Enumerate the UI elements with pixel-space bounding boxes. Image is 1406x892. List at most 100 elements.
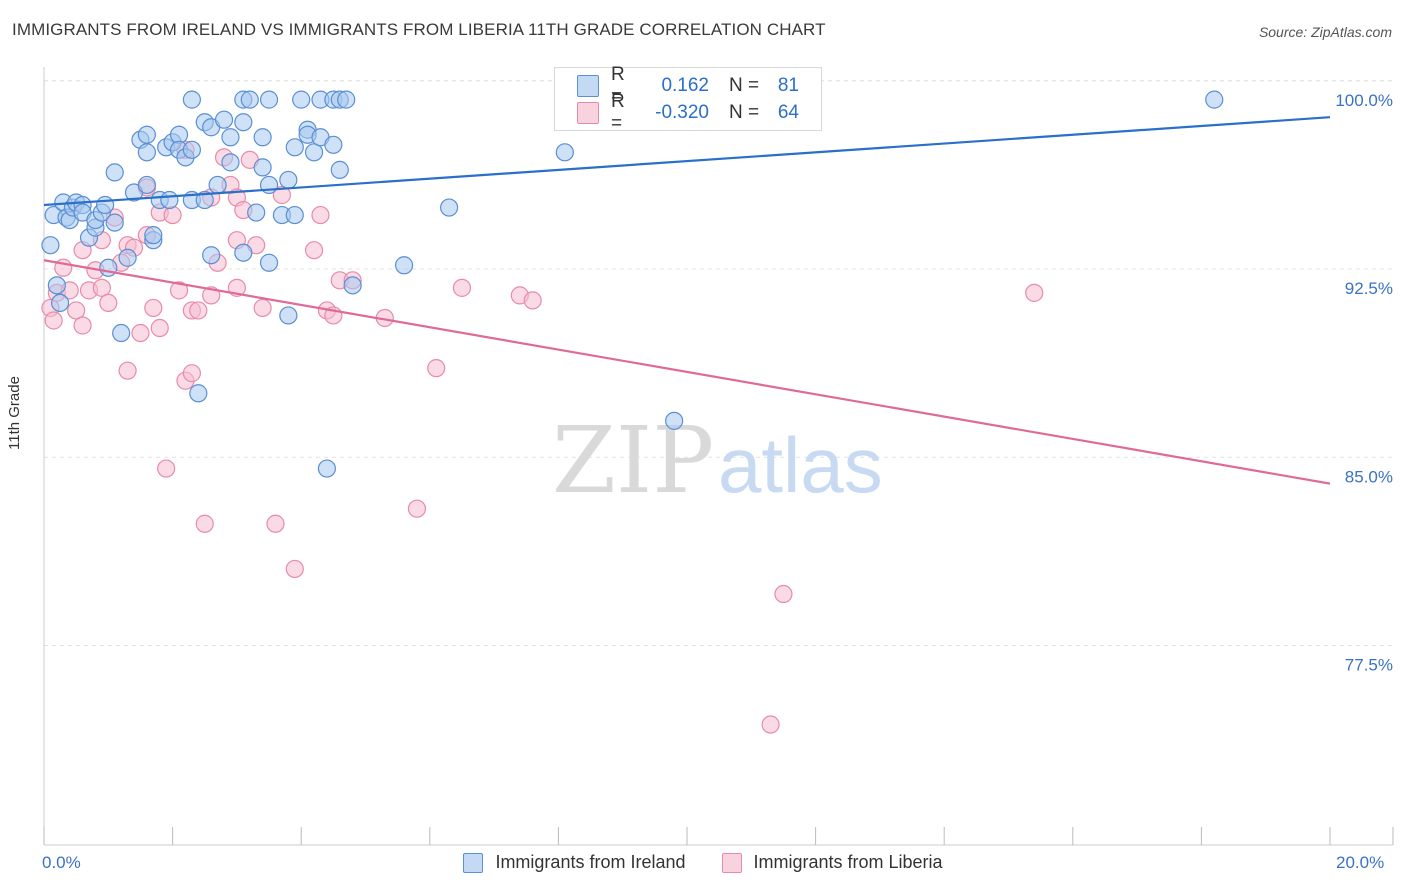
ireland-point [144, 226, 163, 245]
liberia-point [266, 514, 285, 533]
ireland-point [665, 411, 684, 430]
ireland-point [234, 243, 253, 262]
ireland-point [182, 140, 201, 159]
liberia-point [407, 499, 427, 518]
ireland-point [259, 253, 279, 272]
ireland-point [189, 384, 208, 403]
ireland-point [317, 459, 337, 478]
ireland-point [137, 125, 156, 144]
ireland-trend-line [43, 116, 1331, 207]
ireland-point [208, 175, 227, 195]
r-value: 0.162 [661, 75, 709, 96]
legend-label-ireland: Immigrants from Ireland [495, 852, 686, 872]
ireland-point [1205, 90, 1224, 109]
liberia-point [761, 715, 780, 734]
liberia-point [523, 291, 542, 310]
n-label: N = [729, 102, 760, 123]
source-label: Source: ZipAtlas.com [1258, 24, 1392, 40]
liberia-point [452, 278, 472, 297]
liberia-point [304, 241, 324, 260]
liberia-points [41, 90, 1044, 734]
watermark-atlas: atlas [718, 421, 883, 509]
stats-legend: R = 0.162 N = 81 R = -0.320 N = 64 [554, 64, 822, 134]
y-tick-label-2: 85.0% [1345, 467, 1393, 486]
y-tick-label-0: 100.0% [1335, 91, 1393, 110]
ireland-point [105, 163, 124, 182]
n-value: 81 [777, 75, 799, 96]
r-value: -0.320 [655, 102, 709, 123]
r-label: R = [611, 64, 625, 107]
y-tick-labels: 100.0% 92.5% 85.0% 77.5% [1335, 91, 1393, 675]
ireland-point [112, 323, 131, 343]
ireland-point [394, 256, 414, 275]
ireland-point [253, 158, 272, 177]
ireland-legend-swatch [463, 852, 484, 873]
ireland-point [182, 90, 201, 109]
ireland-point [105, 213, 124, 232]
ireland-point [259, 90, 279, 109]
n-value: 64 [777, 102, 799, 123]
ireland-point [214, 110, 234, 129]
ireland-point [160, 190, 179, 210]
ireland-point [247, 203, 266, 222]
liberia-point [67, 301, 86, 320]
ireland-point [234, 113, 253, 132]
ireland-point [202, 246, 221, 265]
ireland-point [324, 135, 343, 154]
r-label: R = [611, 91, 625, 134]
chart-title: IMMIGRANTS FROM IRELAND VS IMMIGRANTS FR… [12, 20, 826, 39]
ireland-point [330, 160, 349, 179]
liberia-point [774, 584, 793, 604]
y-tick-label-3: 77.5% [1345, 655, 1393, 674]
liberia-point [118, 361, 137, 380]
ireland-point [50, 293, 70, 313]
ireland-point [41, 236, 60, 255]
liberia-point [427, 359, 446, 378]
n-label: N = [729, 75, 760, 96]
ireland-point [137, 175, 156, 195]
x-tick-label-min: 0.0% [42, 853, 81, 872]
trend-lines [43, 116, 1331, 485]
axes [43, 67, 1394, 846]
ireland-point [337, 90, 356, 109]
ireland-points [41, 90, 1224, 478]
x-tick-label-max: 20.0% [1336, 853, 1385, 872]
ireland-point [304, 143, 324, 162]
ireland-point [169, 125, 189, 144]
liberia-point [73, 316, 92, 335]
stats-row-ireland: R = 0.162 N = 81 [577, 64, 799, 107]
watermark-zip: ZIP [552, 407, 714, 514]
series-legend: Immigrants from Ireland Immigrants from … [0, 852, 1406, 873]
ireland-point [285, 205, 304, 225]
liberia-legend-swatch [721, 852, 742, 873]
liberia-trend-line [43, 259, 1331, 485]
ireland-point [99, 258, 118, 277]
ireland-point [279, 170, 298, 190]
stats-row-liberia: R = -0.320 N = 64 [577, 91, 799, 134]
legend-item-ireland[interactable]: Immigrants from Ireland [463, 852, 686, 873]
liberia-point [157, 459, 176, 478]
y-tick-label-1: 92.5% [1345, 279, 1393, 298]
ireland-point [292, 90, 311, 109]
liberia-point [131, 323, 150, 343]
liberia-point [253, 298, 272, 318]
ireland-point [439, 198, 459, 217]
liberia-point [182, 364, 201, 383]
ireland-point [253, 128, 272, 147]
liberia-point [163, 205, 182, 225]
ireland-point [118, 248, 137, 267]
ireland-point [47, 276, 66, 295]
legend-item-liberia[interactable]: Immigrants from Liberia [721, 852, 943, 873]
liberia-point [44, 311, 63, 330]
liberia-point [285, 559, 304, 579]
liberia-point [150, 318, 169, 338]
liberia-point [92, 278, 111, 297]
liberia-point [99, 293, 118, 313]
watermark: ZIP atlas [552, 407, 883, 514]
ireland-point [95, 195, 115, 215]
liberia-point [195, 514, 214, 533]
legend-label-liberia: Immigrants from Liberia [753, 852, 943, 872]
ireland-point [240, 90, 259, 109]
ireland-point [285, 138, 304, 157]
